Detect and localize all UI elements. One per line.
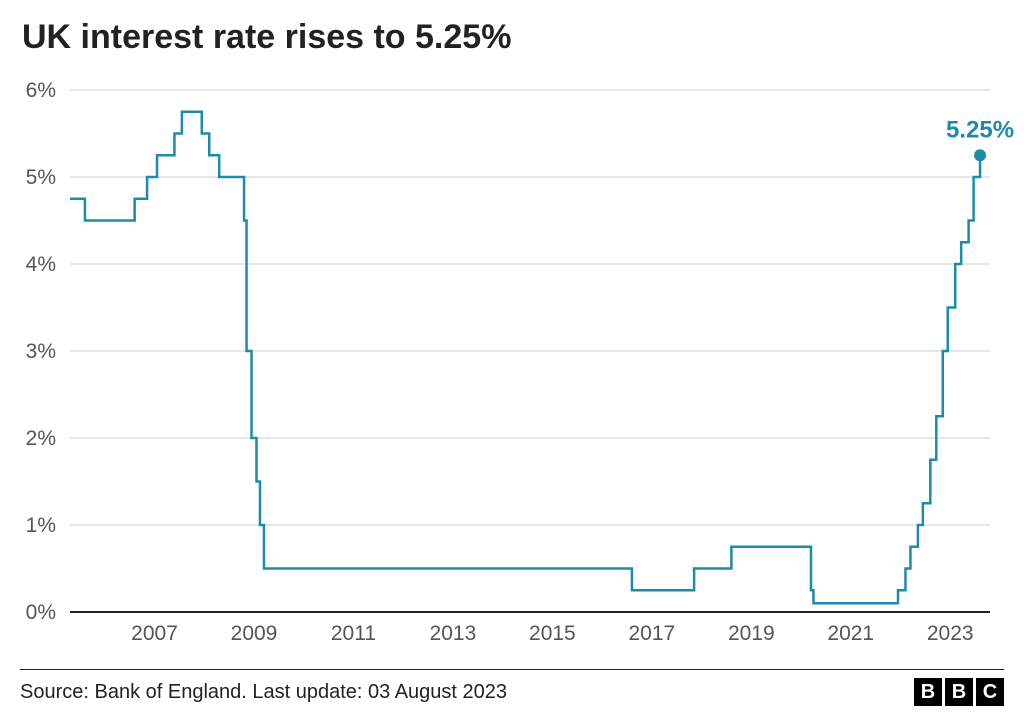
bbc-logo: B B C bbox=[914, 678, 1004, 706]
x-tick-label: 2009 bbox=[231, 622, 278, 645]
y-tick-label: 2% bbox=[26, 427, 56, 450]
x-tick-label: 2017 bbox=[628, 622, 675, 645]
source-line: Source: Bank of England. Last update: 03… bbox=[20, 681, 507, 704]
x-tick-label: 2021 bbox=[827, 622, 874, 645]
chart-title: UK interest rate rises to 5.25% bbox=[0, 0, 1024, 67]
chart-area: 0%1%2%3%4%5%6%20072009201120132015201720… bbox=[70, 80, 990, 635]
x-tick-label: 2007 bbox=[131, 622, 178, 645]
end-marker bbox=[974, 149, 986, 161]
logo-letter-3: C bbox=[976, 678, 1004, 706]
x-tick-label: 2015 bbox=[529, 622, 576, 645]
end-marker-label: 5.25% bbox=[946, 116, 1014, 143]
logo-letter-2: B bbox=[945, 678, 973, 706]
x-tick-label: 2019 bbox=[728, 622, 775, 645]
x-tick-label: 2011 bbox=[331, 622, 376, 645]
y-tick-label: 6% bbox=[26, 79, 56, 102]
rate-series-line bbox=[70, 112, 980, 604]
chart-svg: 0%1%2%3%4%5%6%20072009201120132015201720… bbox=[70, 80, 990, 635]
logo-letter-1: B bbox=[914, 678, 942, 706]
y-tick-label: 4% bbox=[26, 253, 56, 276]
y-tick-label: 1% bbox=[26, 514, 56, 537]
y-tick-label: 5% bbox=[26, 166, 56, 189]
y-tick-label: 0% bbox=[26, 601, 56, 624]
y-tick-label: 3% bbox=[26, 340, 56, 363]
footer: Source: Bank of England. Last update: 03… bbox=[20, 669, 1004, 706]
x-tick-label: 2023 bbox=[927, 622, 974, 645]
x-tick-label: 2013 bbox=[430, 622, 477, 645]
